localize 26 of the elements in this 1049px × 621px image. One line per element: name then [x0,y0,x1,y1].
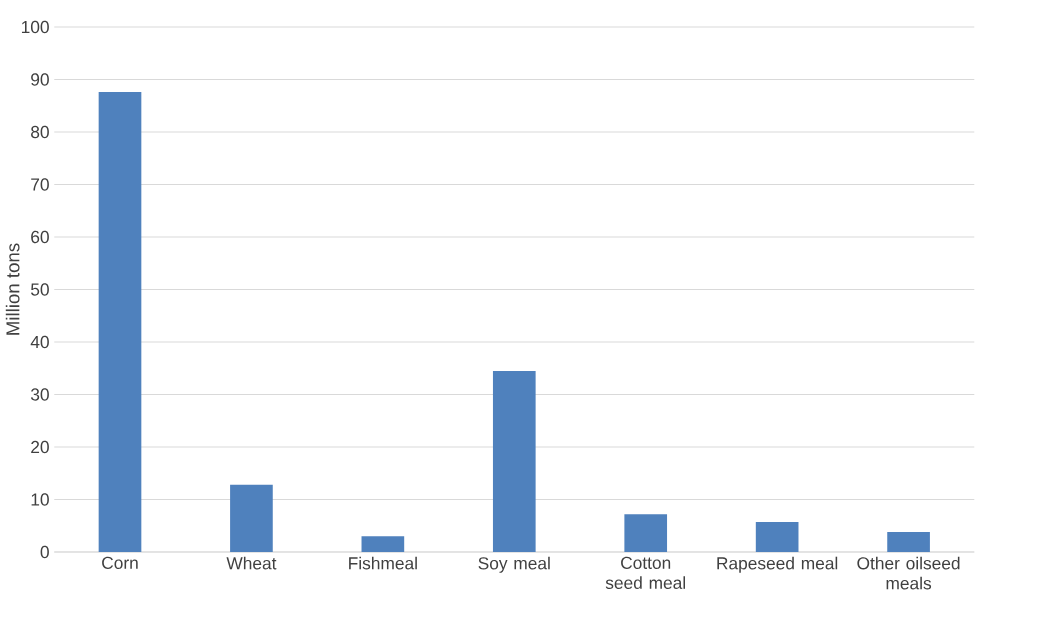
x-tick-label: Soy meal [478,556,550,573]
y-tick-label: 0 [40,545,49,559]
y-tick-label: 30 [30,388,49,401]
bar [230,484,273,552]
x-tick-label: Corn [102,556,138,569]
x-tick-label: Cotton seed meal [605,556,686,589]
bar [755,522,799,552]
y-tick-label: 90 [31,73,49,86]
y-tick-label: 100 [21,20,49,34]
y-tick-label: 60 [31,230,49,244]
bar [624,514,668,552]
x-tick-label: Rapeseed meal [717,556,838,573]
x-tick-label: Other oilseed meals [857,556,960,590]
bar [98,92,142,552]
x-tick-label: Wheat [226,556,277,570]
bar [887,532,930,552]
bar [492,370,536,552]
bar [361,536,405,552]
y-tick-label: 80 [31,125,49,139]
y-tick-label: 40 [30,335,49,349]
y-tick-label: 10 [31,493,49,506]
y-axis-title: Million tons [5,243,20,335]
y-tick-label: 50 [30,283,49,296]
y-tick-label: 70 [31,178,49,191]
y-tick-label: 20 [31,440,49,454]
x-tick-label: Fishmeal [349,556,417,570]
